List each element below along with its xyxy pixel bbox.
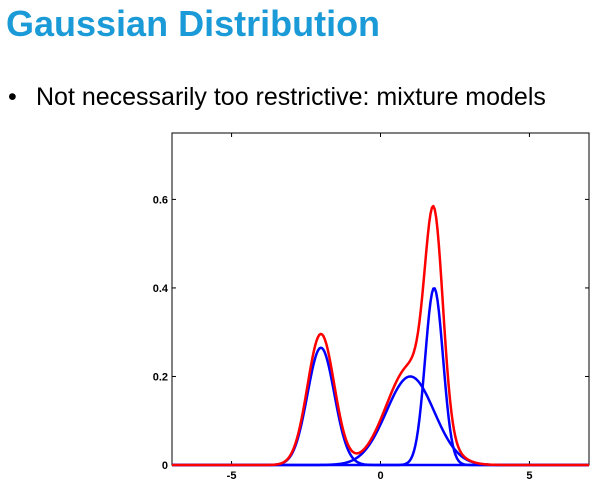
- y-tick-label: 0.4: [153, 283, 169, 295]
- x-tick-label: 0: [377, 470, 383, 482]
- bullet-symbol: •: [8, 83, 17, 111]
- slide-title: Gaussian Distribution: [6, 3, 381, 44]
- plot-frame: [171, 132, 590, 466]
- y-tick-label: 0.6: [153, 194, 168, 206]
- curve-layer: [172, 204, 589, 467]
- mixture-curve: [172, 204, 589, 467]
- y-tick-label: 0: [162, 460, 168, 472]
- bullet-item: • Not necessarily too restrictive: mixtur…: [8, 82, 546, 112]
- x-tick-label: -5: [227, 470, 237, 482]
- bullet-text: Not necessarily too restrictive: mixture…: [36, 83, 546, 111]
- tick-layer: -5 0 5 0 0.2 0.4 0.6: [153, 133, 589, 482]
- y-tick-label: 0.2: [153, 371, 168, 383]
- x-tick-label: 5: [526, 470, 532, 482]
